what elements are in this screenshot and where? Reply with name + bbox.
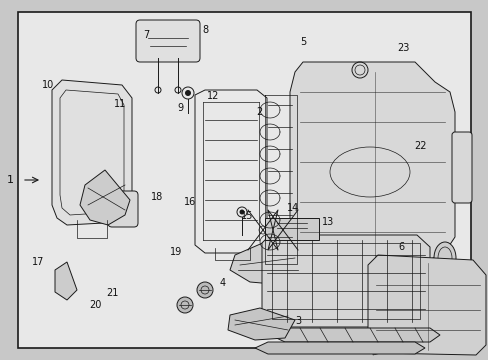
Polygon shape [229, 242, 305, 285]
FancyBboxPatch shape [451, 132, 471, 203]
Text: 1: 1 [7, 175, 14, 185]
Text: 19: 19 [169, 247, 182, 257]
Polygon shape [372, 340, 392, 355]
FancyBboxPatch shape [108, 191, 138, 227]
Text: 9: 9 [178, 103, 183, 113]
Text: 15: 15 [240, 211, 253, 221]
Text: 12: 12 [206, 91, 219, 102]
Polygon shape [52, 80, 132, 225]
Circle shape [184, 90, 191, 96]
Polygon shape [55, 262, 77, 300]
Text: 21: 21 [106, 288, 119, 298]
Text: 18: 18 [151, 192, 163, 202]
Polygon shape [367, 255, 485, 355]
Polygon shape [269, 328, 439, 342]
FancyBboxPatch shape [18, 12, 470, 348]
Ellipse shape [433, 242, 455, 274]
Polygon shape [254, 342, 424, 354]
Text: 10: 10 [41, 80, 54, 90]
Text: 17: 17 [32, 257, 44, 267]
Text: 6: 6 [397, 242, 403, 252]
Text: 2: 2 [256, 107, 262, 117]
Text: 16: 16 [183, 197, 196, 207]
Polygon shape [262, 235, 429, 327]
Text: 8: 8 [202, 24, 208, 35]
Polygon shape [289, 62, 454, 262]
Polygon shape [80, 170, 130, 225]
FancyBboxPatch shape [264, 218, 318, 240]
FancyBboxPatch shape [136, 20, 200, 62]
Text: 7: 7 [143, 30, 149, 40]
Polygon shape [227, 308, 294, 340]
Circle shape [197, 282, 213, 298]
Circle shape [177, 297, 193, 313]
Text: 3: 3 [295, 316, 301, 326]
Text: 13: 13 [321, 217, 333, 228]
Circle shape [239, 210, 244, 215]
Text: 4: 4 [219, 278, 225, 288]
Text: 20: 20 [89, 300, 102, 310]
Text: 23: 23 [396, 42, 409, 53]
Text: 11: 11 [113, 99, 126, 109]
Text: 14: 14 [286, 203, 299, 213]
Text: 5: 5 [300, 37, 305, 48]
Text: 22: 22 [413, 141, 426, 151]
